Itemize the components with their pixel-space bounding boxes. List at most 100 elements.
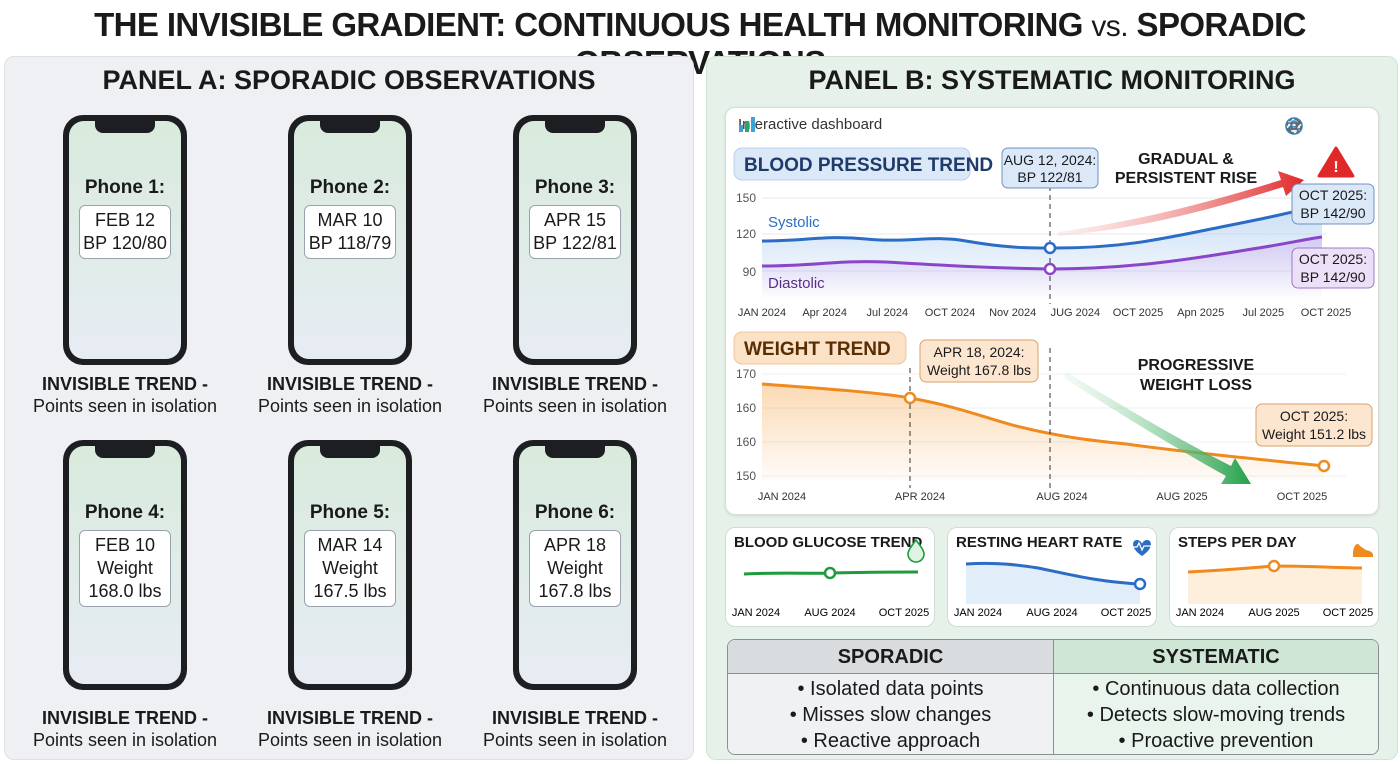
mini-title-glucose: BLOOD GLUCOSE TREND [734, 534, 923, 551]
bp-y-tick: 90 [743, 265, 757, 279]
phone-5: Phone 5: MAR 14 Weight 167.5 lbs [288, 440, 412, 690]
phone-notch [545, 121, 605, 133]
bp-end-diastolic-callout [1291, 247, 1375, 289]
mini-title-heart-rate: RESTING HEART RATE [956, 534, 1123, 551]
bp-marker-callout-line1: AUG 12, 2024: [1004, 152, 1097, 168]
systolic-label: Systolic [768, 214, 820, 231]
dashboard-header-label: Interactive dashboard [738, 116, 883, 133]
sync-arrows-icon[interactable] [1286, 116, 1336, 136]
heart-pulse-icon [1132, 540, 1152, 556]
weight-end-point[interactable] [1317, 459, 1331, 473]
mini-x-tick: JAN 2024 [954, 607, 1002, 619]
phone-caption: INVISIBLE TREND - Points seen in isolatio… [465, 707, 685, 751]
phone-reading-card: FEB 10 Weight 168.0 lbs [79, 530, 171, 607]
phone-label: Phone 2: [309, 177, 391, 198]
phone-3: Phone 3: APR 15 BP 122/81 [513, 115, 637, 365]
alert-icon: ! [1317, 146, 1355, 178]
bp-end-systolic-line1: OCT 2025: [1299, 187, 1367, 203]
weight-title: WEIGHT TREND [744, 339, 891, 360]
weight-end-callout-line2: Weight 151.2 lbs [1262, 426, 1366, 442]
phone-reading-line: FEB 10 [94, 535, 156, 555]
bp-x-tick: Apn 2025 [1177, 307, 1224, 319]
mini-chart-glucose: JAN 2024 AUG 2024 OCT 2025 [732, 538, 930, 619]
diastolic-area [762, 237, 1322, 300]
loss-callout-line2: WEIGHT LOSS [1140, 377, 1252, 394]
systematic-heading: SYSTEMATIC [1054, 640, 1378, 674]
mini-x-tick: JAN 2024 [732, 607, 780, 619]
mini-card-steps[interactable]: STEPS PER DAY JAN 2024 AUG 2025 OCT 2025 [1169, 527, 1379, 627]
bp-title: BLOOD PRESSURE TREND [744, 155, 993, 176]
weight-x-tick: JAN 2024 [758, 491, 806, 503]
phone-reading-line: Weight [97, 558, 153, 578]
phone-reading-line: BP 122/81 [533, 233, 617, 253]
weight-x-tick: AUG 2024 [1036, 491, 1087, 503]
weight-x-axis: JAN 2024 APR 2024 AUG 2024 AUG 2025 OCT 2025 [758, 491, 1327, 503]
phone-6: Phone 6: APR 18 Weight 167.8 lbs [513, 440, 637, 690]
phone-label: Phone 3: [534, 177, 616, 198]
weight-x-tick: OCT 2025 [1277, 491, 1328, 503]
mini-x-tick: AUG 2024 [804, 607, 855, 619]
rise-callout-line2: PERSISTENT RISE [1115, 170, 1258, 187]
caption-line2: Points seen in isolation [32, 396, 218, 416]
weight-marker-callout-line2: Weight 167.8 lbs [927, 362, 1031, 378]
mini-x-tick: OCT 2025 [879, 607, 930, 619]
weight-marker-point[interactable] [903, 391, 917, 405]
sporadic-column: SPORADIC • Isolated data points • Misses… [728, 640, 1053, 754]
rise-callout-line1: GRADUAL & [1138, 151, 1234, 168]
steps-area [1188, 566, 1362, 604]
heart-line [965, 561, 1141, 586]
bp-x-tick: Jul 2024 [867, 307, 909, 319]
phone-label: Phone 1: [84, 177, 166, 198]
phone-reading-line: 168.0 lbs [88, 581, 162, 601]
phone-4: Phone 4: FEB 10 Weight 168.0 lbs [63, 440, 187, 690]
phone-2: Phone 2: MAR 10 BP 118/79 [288, 115, 412, 365]
heart-point [1133, 577, 1147, 591]
mini-x-tick: JAN 2024 [1176, 607, 1224, 619]
bar-chart-icon [739, 117, 755, 132]
mini-card-glucose[interactable]: BLOOD GLUCOSE TREND JAN 2024 AUG 2024 OC… [725, 527, 935, 627]
phone-reading-card: APR 18 Weight 167.8 lbs [529, 530, 621, 607]
bp-diastolic-marker[interactable] [1043, 262, 1057, 276]
phone-caption: INVISIBLE TREND - Points seen in isolatio… [240, 707, 460, 751]
phone-reading-line: FEB 12 [94, 210, 156, 230]
loss-arrow [1064, 372, 1251, 484]
bp-y-tick: 150 [736, 191, 756, 205]
sporadic-item: • Misses slow changes [789, 704, 992, 726]
svg-text:!: ! [1333, 159, 1338, 176]
weight-x-tick: APR 2024 [895, 491, 945, 503]
comparison-table: SPORADIC • Isolated data points • Misses… [727, 639, 1379, 755]
phone-notch [545, 446, 605, 458]
caption-line1: INVISIBLE TREND - [491, 374, 658, 394]
mini-x-tick: OCT 2025 [1323, 607, 1374, 619]
phone-caption: INVISIBLE TREND - Points seen in isolatio… [240, 373, 460, 417]
sporadic-heading: SPORADIC [728, 640, 1053, 674]
phone-label: Phone 4: [84, 502, 166, 523]
systematic-item: • Proactive prevention [1118, 730, 1314, 752]
bp-title-pill [733, 147, 971, 181]
weight-marker-callout-line1: APR 18, 2024: [933, 344, 1024, 360]
loss-callout-line1: PROGRESSIVE [1138, 357, 1255, 374]
caption-line1: INVISIBLE TREND - [41, 374, 208, 394]
phone-caption: INVISIBLE TREND - Points seen in isolatio… [465, 373, 685, 417]
diastolic-label: Diastolic [768, 275, 825, 292]
bp-end-diastolic-line2: BP 142/90 [1300, 269, 1365, 285]
phone-reading-line: Weight [322, 558, 378, 578]
bp-systolic-marker[interactable] [1043, 241, 1057, 255]
mini-x-tick: OCT 2025 [1101, 607, 1152, 619]
systolic-line [761, 202, 1323, 250]
bp-marker-callout-line2: BP 122/81 [1017, 169, 1082, 185]
phone-notch [320, 446, 380, 458]
bp-x-axis: JAN 2024 Apr 2024 Jul 2024 OCT 2024 Nov 2024… [738, 307, 1351, 319]
mini-card-heart-rate[interactable]: RESTING HEART RATE JAN 2024 AUG 2024 OCT… [947, 527, 1157, 627]
settings-gear-icon[interactable] [1286, 116, 1368, 136]
phone-reading-card: FEB 12 BP 120/80 [79, 205, 171, 259]
sporadic-item: • Reactive approach [800, 730, 981, 752]
phone-label: Phone 6: [534, 502, 616, 523]
phone-reading-line: APR 18 [543, 535, 607, 555]
caption-line2: Points seen in isolation [482, 396, 668, 416]
mini-chart-steps: JAN 2024 AUG 2025 OCT 2025 [1176, 544, 1374, 619]
weight-area [762, 384, 1324, 480]
bp-end-systolic-callout [1291, 183, 1375, 225]
interactive-dashboard[interactable]: BLOOD PRESSURE TREND 150 120 90 Systolic… [725, 107, 1379, 515]
phone-1: Phone 1: FEB 12 BP 120/80 [63, 115, 187, 365]
